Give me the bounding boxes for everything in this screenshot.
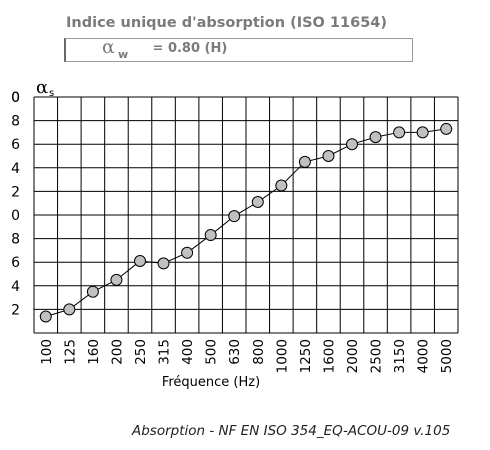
y-tick-label: 2 [11,302,20,318]
y-axis-label-subscript: s [49,88,54,99]
x-tick-label: 2000 [345,339,361,373]
x-tick-label: 630 [227,339,243,365]
x-tick-label: 250 [133,339,149,365]
data-point [39,310,52,323]
chart-header-title: Indice unique d'absorption (ISO 11654) [66,15,387,31]
x-tick-label: 5000 [439,339,455,373]
data-point [63,303,76,316]
y-tick-label: 8 [11,114,20,130]
y-tick-label: 6 [11,137,20,153]
data-point [86,285,99,298]
data-point [322,150,335,162]
data-point [393,126,406,139]
x-tick-label: 1000 [274,339,290,373]
x-tick-label: 500 [204,339,220,365]
x-tick-label: 100 [39,339,55,365]
data-point [228,210,241,223]
x-tick-label: 1250 [298,339,314,373]
y-tick-label-top: 0 [11,90,20,106]
x-axis-label: Fréquence (Hz) [162,375,260,390]
y-tick-label: 0 [11,90,20,106]
y-tick-label: 6 [11,255,20,271]
y-axis-label: α [36,77,48,98]
weighted-absorption-box: α w = 0.80 (H) [64,36,413,62]
x-tick-label: 200 [109,339,125,365]
x-tick-label: 160 [86,339,102,365]
data-point [181,246,194,259]
y-tick-label: 4 [11,279,20,295]
data-point [157,257,170,270]
data-point [204,229,217,242]
x-tick-label: 315 [157,339,173,365]
y-tick-label: 8 [11,232,20,248]
x-tick-label: 2500 [369,339,385,373]
weighted-absorption-value: = 0.80 (H) [148,41,228,56]
x-tick-label: 400 [180,339,196,365]
data-point [369,131,382,144]
y-tick-label: 0 [11,208,20,224]
data-point [416,126,429,139]
x-tick-label: 4000 [416,339,432,373]
footer-caption: Absorption - NF EN ISO 354_EQ-ACOU-09 v.… [132,423,451,439]
alpha-symbol: α [102,36,115,58]
data-point [134,255,146,268]
data-point [346,138,358,151]
x-tick-label: 800 [251,339,267,365]
data-point [110,273,123,286]
alpha-subscript: w [118,48,129,61]
data-point [298,155,311,168]
x-tick-label: 125 [62,339,78,365]
absorption-chart: 2 4 6 8 0 2 4 6 800 α s 100 125 160 200 250 315 400 500 630… [11,77,459,390]
x-tick-label: 3150 [392,339,408,373]
y-tick-label: 4 [11,161,20,177]
data-point [275,179,288,192]
y-tick-label: 2 [11,184,20,200]
data-point [251,196,264,209]
x-tick-label: 1600 [321,339,337,373]
data-point [440,122,453,135]
